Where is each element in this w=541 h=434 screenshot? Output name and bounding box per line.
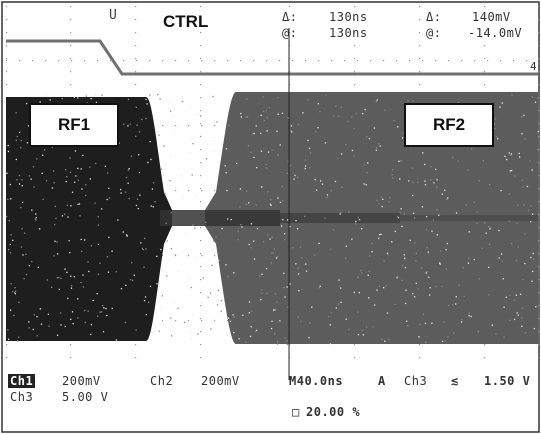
- volt-at-symbol: @:: [426, 26, 442, 40]
- rf1-label-box: RF1: [29, 103, 119, 147]
- volt-at-value: -14.0mV: [468, 26, 523, 40]
- trigger-position: 20.00 %: [306, 405, 361, 419]
- ch2-scale: 200mV: [201, 374, 240, 388]
- falling-edge-icon: ≲: [451, 374, 459, 388]
- reference-marker-icon: 4: [530, 60, 538, 73]
- volt-delta-symbol: Δ:: [426, 10, 442, 24]
- time-delta-value: 130ns: [329, 10, 368, 24]
- ch2-label: Ch2: [150, 374, 174, 388]
- ch1-label: Ch1: [8, 374, 36, 388]
- leakage-trace: [160, 210, 538, 226]
- time-delta-symbol: Δ:: [282, 10, 298, 24]
- time-at-value: 130ns: [329, 26, 368, 40]
- trigger-source: Ch3: [404, 374, 428, 388]
- rf2-label: RF2: [432, 115, 466, 134]
- rf1-label: RF1: [57, 115, 91, 134]
- time-at-symbol: @:: [282, 26, 298, 40]
- horizontal-scale: M40.0ns: [289, 374, 344, 388]
- ctrl-label: CTRL: [163, 12, 209, 31]
- trigger-position-icon: □: [292, 405, 300, 419]
- trigger-level: 1.50 V: [484, 374, 531, 388]
- acquisition-mode: A: [378, 374, 386, 388]
- volt-delta-value: 140mV: [472, 10, 511, 24]
- ch3-scale: 5.00 V: [62, 390, 109, 404]
- trigger-marker-icon: U: [109, 8, 118, 23]
- ctrl-waveform: [6, 39, 538, 76]
- ch1-scale: 200mV: [62, 374, 101, 388]
- rf2-label-box: RF2: [404, 103, 494, 147]
- ch3-label: Ch3: [10, 390, 34, 404]
